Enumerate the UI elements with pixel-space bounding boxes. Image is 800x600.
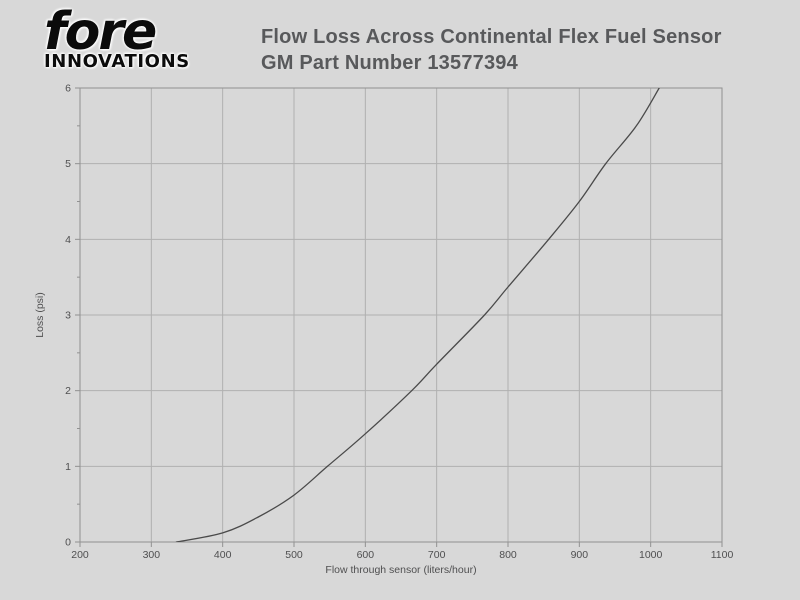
logo-subtext: INNOVATIONS [44,51,190,72]
chart-title: Flow Loss Across Continental Flex Fuel S… [261,24,722,76]
y-tick-label-4: 4 [65,234,71,246]
x-tick-label-900: 900 [571,549,589,561]
chart-title-line2: GM Part Number 13577394 [261,52,518,74]
y-tick-label-1: 1 [65,461,71,473]
x-tick-label-1100: 1100 [711,549,734,561]
x-tick-label-700: 700 [428,549,446,561]
y-axis-title: Loss (psi) [34,292,46,338]
y-tick-label-6: 6 [65,83,71,95]
x-tick-label-600: 600 [357,549,375,561]
x-axis-title: Flow through sensor (liters/hour) [325,564,476,576]
x-tick-label-300: 300 [143,549,161,561]
y-tick-label-0: 0 [65,537,71,549]
x-tick-label-200: 200 [71,549,89,561]
x-tick-label-1000: 1000 [639,549,663,561]
y-tick-label-3: 3 [65,310,71,322]
x-tick-label-400: 400 [214,549,232,561]
logo-wordmark: fore [44,2,157,62]
y-tick-label-2: 2 [65,385,71,397]
y-tick-label-5: 5 [65,158,71,170]
fore-innovations-logo: fore INNOVATIONS [44,6,234,71]
chart-title-line1: Flow Loss Across Continental Flex Fuel S… [261,26,722,48]
flow-loss-curve [175,88,660,542]
x-tick-label-500: 500 [285,549,303,561]
x-tick-label-800: 800 [499,549,517,561]
